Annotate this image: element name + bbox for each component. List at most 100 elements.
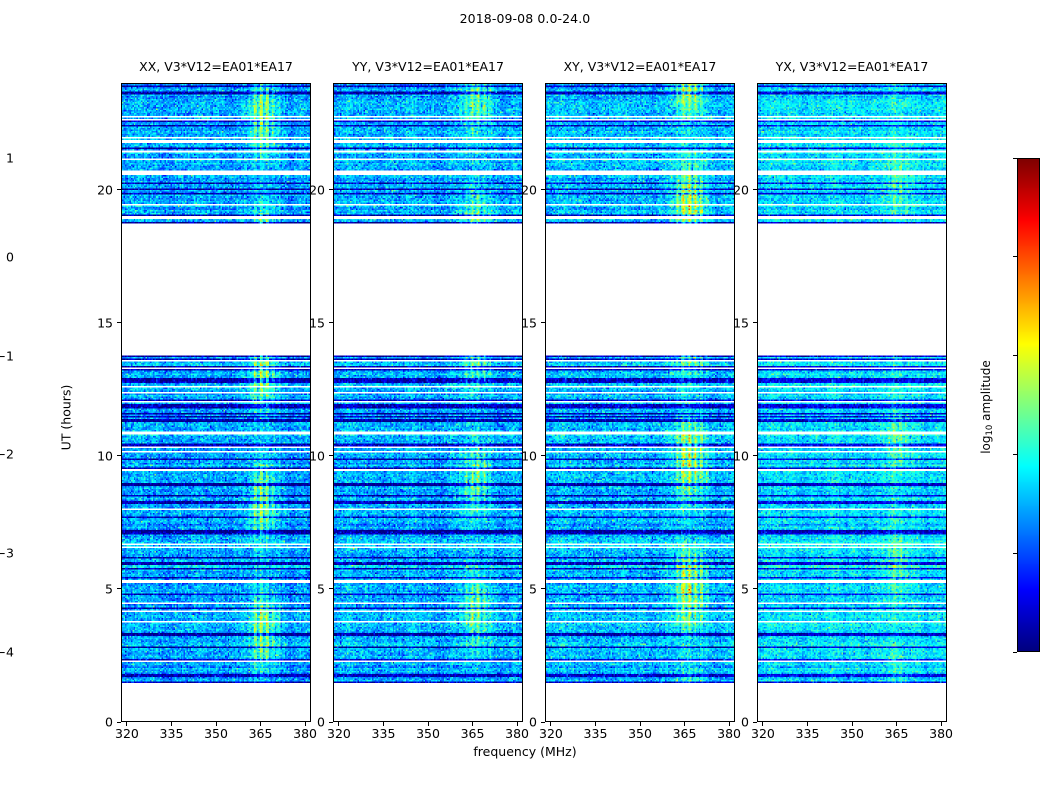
x-tick-mark xyxy=(215,722,217,726)
y-tick-label: 0 xyxy=(105,714,113,730)
x-tick-mark xyxy=(594,722,596,726)
x-tick-mark xyxy=(304,722,306,726)
y-tick-label: 20 xyxy=(97,182,113,197)
x-tick-label: 320 xyxy=(115,726,139,741)
x-tick-label: 335 xyxy=(159,726,184,741)
x-tick-mark xyxy=(126,722,128,726)
x-tick-mark xyxy=(639,722,641,726)
y-tick-mark xyxy=(329,189,333,190)
x-tick-mark xyxy=(762,722,764,726)
x-tick-label: 380 xyxy=(293,726,317,741)
colorbar-tick-mark xyxy=(1013,453,1017,455)
x-tick-label: 350 xyxy=(204,726,228,741)
y-tick-label: 15 xyxy=(521,315,537,331)
y-tick-mark xyxy=(117,322,121,324)
y-tick-mark xyxy=(329,588,333,590)
heatmap-panel-yx xyxy=(757,83,947,722)
y-tick-mark xyxy=(329,721,333,723)
panel-title-xx: XX, V3*V12=EA01*EA17 xyxy=(139,59,293,74)
x-tick-label: 350 xyxy=(840,726,864,741)
colorbar-tick-label: −1 xyxy=(0,348,14,364)
y-tick-label: 5 xyxy=(317,581,325,597)
y-tick-label: 10 xyxy=(733,448,749,464)
y-tick-mark xyxy=(541,721,545,723)
y-tick-mark xyxy=(753,455,757,457)
colorbar-tick-mark xyxy=(1013,157,1017,159)
colorbar-label: log10 amplitude xyxy=(979,327,995,487)
x-tick-label: 335 xyxy=(583,726,608,741)
y-tick-label: 5 xyxy=(105,581,113,597)
panel-title-yy: YY, V3*V12=EA01*EA17 xyxy=(352,59,504,74)
x-axis-label: frequency (MHz) xyxy=(473,744,577,759)
x-tick-label: 365 xyxy=(884,726,909,741)
colorbar-tick-mark xyxy=(1013,256,1017,258)
x-tick-label: 380 xyxy=(717,726,741,741)
x-tick-label: 380 xyxy=(505,726,529,741)
colorbar xyxy=(1017,158,1040,652)
heatmap-panel-xy xyxy=(545,83,735,722)
y-tick-label: 15 xyxy=(733,315,749,331)
x-tick-mark xyxy=(382,722,384,726)
x-tick-mark xyxy=(851,722,853,726)
y-tick-label: 0 xyxy=(529,714,537,730)
y-tick-mark xyxy=(117,721,121,723)
x-tick-label: 335 xyxy=(371,726,396,741)
colorbar-tick-label: −2 xyxy=(0,446,14,462)
x-tick-mark xyxy=(472,722,474,726)
x-tick-label: 335 xyxy=(795,726,820,741)
heatmap-panel-yy xyxy=(333,83,523,722)
y-tick-mark xyxy=(329,322,333,324)
colorbar-gradient xyxy=(1018,159,1039,651)
y-tick-mark xyxy=(541,322,545,324)
y-tick-mark xyxy=(541,189,545,190)
y-tick-label: 10 xyxy=(521,448,537,464)
y-tick-label: 0 xyxy=(317,714,325,730)
y-tick-label: 20 xyxy=(733,182,749,197)
x-tick-mark xyxy=(170,722,172,726)
y-tick-mark xyxy=(117,588,121,590)
colorbar-label-sub: 10 xyxy=(985,424,995,436)
x-tick-mark xyxy=(550,722,552,726)
x-tick-label: 350 xyxy=(416,726,440,741)
colorbar-label-main: log xyxy=(979,435,993,454)
colorbar-tick-label: −4 xyxy=(0,644,14,660)
y-tick-mark xyxy=(541,455,545,457)
y-tick-label: 20 xyxy=(521,182,537,197)
figure-suptitle: 2018-09-08 0.0-24.0 xyxy=(459,11,591,26)
x-tick-mark xyxy=(427,722,429,726)
colorbar-label-tail: amplitude xyxy=(979,360,993,425)
x-tick-label: 320 xyxy=(539,726,563,741)
y-tick-mark xyxy=(753,588,757,590)
heatmap-image-yx xyxy=(758,84,946,721)
x-tick-label: 365 xyxy=(248,726,273,741)
x-tick-label: 380 xyxy=(929,726,953,741)
y-tick-mark xyxy=(117,189,121,190)
y-tick-mark xyxy=(753,322,757,324)
panel-title-yx: YX, V3*V12=EA01*EA17 xyxy=(775,59,929,74)
y-tick-label: 0 xyxy=(741,714,749,730)
x-tick-mark xyxy=(728,722,730,726)
x-tick-mark xyxy=(684,722,686,726)
heatmap-panel-xx xyxy=(121,83,311,722)
colorbar-tick-mark xyxy=(1013,552,1017,554)
y-axis-label: UT (hours) xyxy=(58,384,74,451)
y-tick-label: 5 xyxy=(741,581,749,597)
y-tick-label: 20 xyxy=(309,182,325,197)
y-tick-mark xyxy=(753,721,757,723)
x-tick-mark xyxy=(338,722,340,726)
x-tick-mark xyxy=(516,722,518,726)
colorbar-tick-label: 0 xyxy=(6,249,14,265)
heatmap-image-xy xyxy=(546,84,734,721)
colorbar-tick-mark xyxy=(1013,651,1017,653)
y-tick-label: 15 xyxy=(97,315,113,331)
x-tick-mark xyxy=(260,722,262,726)
x-tick-label: 320 xyxy=(751,726,775,741)
y-tick-label: 5 xyxy=(529,581,537,597)
y-tick-label: 15 xyxy=(309,315,325,331)
x-tick-label: 365 xyxy=(672,726,697,741)
y-tick-label: 10 xyxy=(309,448,325,464)
y-tick-mark xyxy=(753,189,757,190)
x-tick-label: 320 xyxy=(327,726,351,741)
colorbar-tick-label: −3 xyxy=(0,545,14,561)
